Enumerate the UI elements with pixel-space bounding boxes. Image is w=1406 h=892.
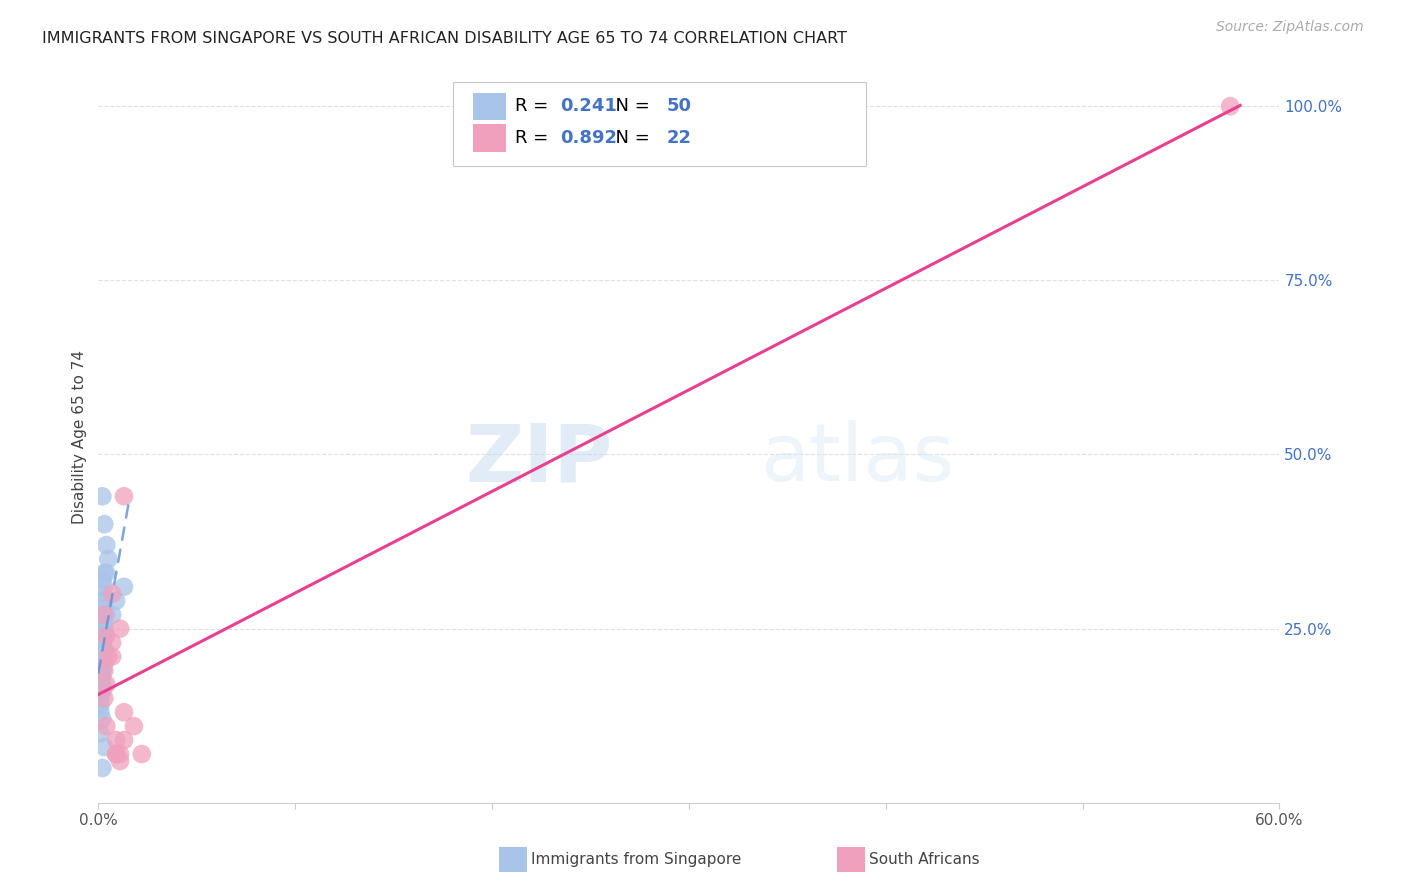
Point xyxy=(112,733,135,747)
Point xyxy=(91,677,114,691)
Point xyxy=(91,712,114,726)
Point xyxy=(112,705,135,719)
Bar xyxy=(472,93,506,120)
Point xyxy=(96,538,118,552)
Point xyxy=(93,566,115,580)
Text: atlas: atlas xyxy=(759,420,955,498)
Point xyxy=(93,649,115,664)
Point xyxy=(89,691,111,706)
Point xyxy=(97,552,120,566)
Point xyxy=(91,642,114,657)
Point xyxy=(96,677,118,691)
Point xyxy=(93,642,115,657)
Point xyxy=(91,649,114,664)
Point xyxy=(89,670,111,684)
Point xyxy=(108,754,131,768)
Point xyxy=(91,629,114,643)
Point xyxy=(89,664,111,678)
Point xyxy=(91,635,114,649)
Point xyxy=(101,587,124,601)
Point xyxy=(112,489,135,503)
Y-axis label: Disability Age 65 to 74: Disability Age 65 to 74 xyxy=(72,350,87,524)
Point xyxy=(108,622,131,636)
Point xyxy=(96,566,118,580)
Point xyxy=(96,719,118,733)
Point xyxy=(91,649,114,664)
Point xyxy=(101,649,124,664)
Point xyxy=(91,664,114,678)
Point xyxy=(96,629,118,643)
Point xyxy=(91,587,114,601)
Point xyxy=(91,635,114,649)
Point xyxy=(91,615,114,629)
Text: South Africans: South Africans xyxy=(869,852,980,867)
Point xyxy=(105,747,128,761)
Point xyxy=(108,747,131,761)
Point xyxy=(93,580,115,594)
Text: R =: R = xyxy=(516,129,554,147)
Point xyxy=(89,726,111,740)
Point xyxy=(101,607,124,622)
Point xyxy=(105,747,128,761)
Point xyxy=(93,622,115,636)
Bar xyxy=(472,124,506,152)
Point xyxy=(93,607,115,622)
Bar xyxy=(499,847,527,872)
Point xyxy=(97,649,120,664)
Point xyxy=(93,607,115,622)
Point xyxy=(105,594,128,608)
Point xyxy=(131,747,153,761)
Point xyxy=(1219,99,1241,113)
Text: ZIP: ZIP xyxy=(465,420,612,498)
Point xyxy=(93,642,115,657)
Point xyxy=(91,657,114,671)
Text: N =: N = xyxy=(605,129,655,147)
Point xyxy=(91,664,114,678)
Point xyxy=(93,629,115,643)
Point xyxy=(91,600,114,615)
Point xyxy=(89,677,111,691)
Point xyxy=(89,684,111,698)
Point xyxy=(91,684,114,698)
Text: 50: 50 xyxy=(666,97,692,115)
Point xyxy=(89,705,111,719)
Text: N =: N = xyxy=(605,97,655,115)
Point xyxy=(93,615,115,629)
Point xyxy=(96,607,118,622)
Point xyxy=(91,489,114,503)
Point xyxy=(122,719,145,733)
Point xyxy=(93,691,115,706)
Point xyxy=(93,594,115,608)
Point xyxy=(93,664,115,678)
Text: Source: ZipAtlas.com: Source: ZipAtlas.com xyxy=(1216,20,1364,34)
Text: IMMIGRANTS FROM SINGAPORE VS SOUTH AFRICAN DISABILITY AGE 65 TO 74 CORRELATION C: IMMIGRANTS FROM SINGAPORE VS SOUTH AFRIC… xyxy=(42,31,848,46)
Point xyxy=(91,761,114,775)
Point xyxy=(91,677,114,691)
Point xyxy=(91,573,114,587)
Point xyxy=(93,740,115,755)
Point xyxy=(93,657,115,671)
Text: 0.892: 0.892 xyxy=(560,129,617,147)
Text: Immigrants from Singapore: Immigrants from Singapore xyxy=(531,852,742,867)
Point xyxy=(91,622,114,636)
Point xyxy=(105,733,128,747)
Text: 22: 22 xyxy=(666,129,692,147)
Point xyxy=(112,580,135,594)
Text: 0.241: 0.241 xyxy=(560,97,617,115)
Text: R =: R = xyxy=(516,97,554,115)
Point xyxy=(93,517,115,532)
Point xyxy=(91,657,114,671)
FancyBboxPatch shape xyxy=(453,82,866,167)
Point xyxy=(89,698,111,713)
Point xyxy=(91,670,114,684)
Point xyxy=(101,635,124,649)
Bar xyxy=(837,847,865,872)
